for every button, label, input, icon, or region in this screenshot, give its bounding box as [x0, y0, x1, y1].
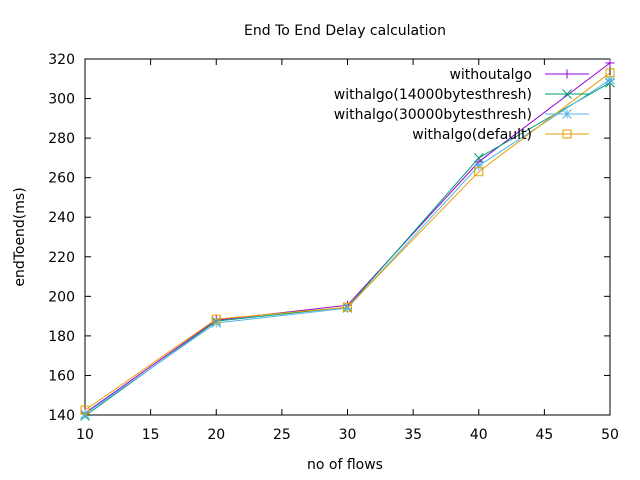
y-tick-label: 300: [48, 92, 75, 108]
data-point: [473, 160, 484, 171]
data-point: [474, 167, 484, 177]
legend-item: withalgo(default): [412, 127, 589, 143]
series-4: [80, 68, 615, 415]
legend-label: withalgo(default): [412, 127, 532, 143]
legend-marker: [562, 89, 572, 99]
data-point: [473, 153, 484, 163]
data-point: [211, 314, 221, 324]
x-tick-label: 20: [207, 427, 225, 443]
y-tick-label: 240: [48, 210, 75, 226]
legend-label: withalgo(30000bytesthresh): [334, 107, 532, 123]
series-line: [84, 72, 611, 411]
series-group: [80, 58, 615, 421]
y-axis-label: endToend(ms): [12, 187, 28, 286]
x-tick-label: 50: [601, 427, 619, 443]
x-tick-label: 45: [535, 427, 553, 443]
series-3: [80, 74, 615, 419]
legend: withoutalgo withalgo(14000bytesthresh) wit…: [334, 67, 589, 143]
y-tick-label: 140: [48, 408, 75, 424]
x-tick-label: 35: [404, 427, 422, 443]
legend-label: withoutalgo: [449, 67, 532, 83]
legend-item: withoutalgo: [449, 67, 589, 83]
legend-item: withalgo(30000bytesthresh): [334, 107, 589, 123]
data-point: [80, 405, 90, 415]
y-tick-label: 280: [48, 131, 75, 147]
chart-title: End To End Delay calculation: [244, 23, 446, 39]
y-tick-label: 160: [48, 368, 75, 384]
data-point: [343, 302, 352, 312]
y-tick-label: 180: [48, 329, 75, 345]
y-tick-label: 260: [48, 171, 75, 187]
x-tick-label: 25: [273, 427, 291, 443]
legend-marker: [562, 109, 572, 119]
y-tick-label: 220: [48, 250, 75, 266]
x-tick-label: 30: [339, 427, 357, 443]
data-point: [605, 58, 615, 68]
data-point: [605, 68, 615, 78]
legend-marker: [562, 69, 572, 79]
x-tick-label: 40: [470, 427, 488, 443]
axis-ticks: 10 15 20 25 30 35 40 45 50 140 160 180 200 220 240 260 2…: [48, 52, 619, 443]
legend-marker: [562, 129, 572, 139]
legend-label: withalgo(14000bytesthresh): [334, 87, 532, 103]
x-tick-label: 15: [142, 427, 160, 443]
x-axis-label: no of flows: [307, 457, 383, 473]
x-tick-label: 10: [76, 427, 94, 443]
y-tick-label: 200: [48, 289, 75, 305]
y-tick-label: 320: [48, 52, 75, 68]
legend-item: withalgo(14000bytesthresh): [334, 87, 589, 103]
